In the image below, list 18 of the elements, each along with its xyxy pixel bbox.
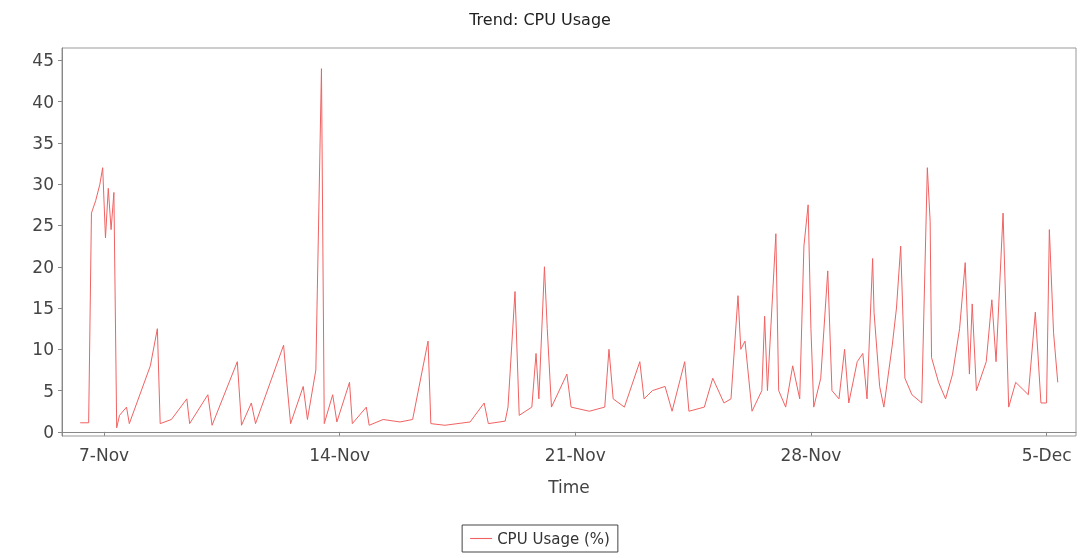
- x-tick-label: 14-Nov: [309, 444, 371, 465]
- x-tick-label: 28-Nov: [780, 444, 842, 465]
- y-tick-label: 5: [43, 380, 54, 401]
- x-tick-label: 5-Dec: [1021, 444, 1072, 465]
- x-tick-label: 7-Nov: [79, 444, 130, 465]
- chart-title: Trend: CPU Usage: [468, 9, 611, 29]
- y-tick-label: 15: [32, 298, 54, 319]
- y-tick-label: 25: [32, 215, 54, 236]
- x-tick-label: 21-Nov: [544, 444, 606, 465]
- y-tick-label: 10: [32, 339, 54, 360]
- legend-label: CPU Usage (%): [497, 529, 610, 548]
- y-tick-label: 40: [32, 91, 54, 112]
- x-axis-title: Time: [547, 476, 590, 497]
- y-tick-label: 30: [32, 174, 54, 195]
- y-tick-label: 35: [32, 132, 54, 153]
- y-tick-label: 0: [43, 421, 54, 442]
- y-tick-label: 45: [32, 50, 54, 71]
- y-tick-label: 20: [32, 256, 54, 277]
